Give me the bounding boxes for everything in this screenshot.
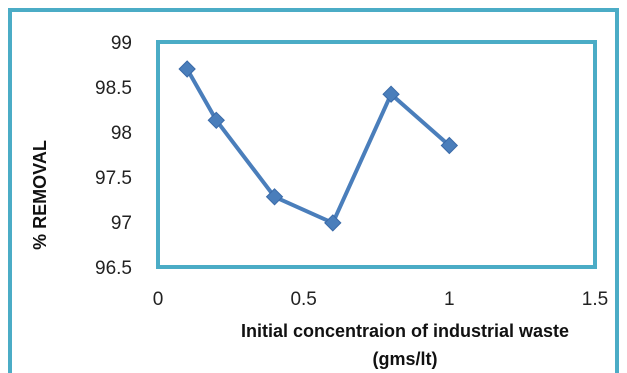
x-tick-label: 1.5 [582,289,608,310]
series-line [185,68,451,225]
x-axis-title-line-1: Initial concentraion of industrial waste [241,321,569,341]
x-tick-label: 1 [444,289,455,310]
x-axis-title-line-2: (gms/lt) [373,349,438,369]
y-axis-title: % REMOVAL [30,140,50,250]
plot-area [156,40,597,269]
outer-frame [8,8,619,373]
x-axis-ticks: 0 0.5 1 1.5 [153,289,609,310]
data-point-marker [265,188,284,206]
data-point-marker [178,60,196,78]
y-tick-label: 98 [111,123,132,144]
y-tick-label: 99 [111,33,132,54]
y-axis-ticks: 96.5 97 97.5 98 98.5 99 [95,33,132,279]
series-group [178,60,459,232]
x-tick-label: 0 [153,289,164,310]
data-point-marker [440,136,459,155]
y-tick-label: 98.5 [95,78,132,99]
x-tick-label: 0.5 [290,289,316,310]
data-point-marker [382,85,400,103]
y-tick-label: 97 [111,213,132,234]
data-point-marker [207,111,225,130]
y-tick-label: 96.5 [95,258,132,279]
data-point-marker [324,214,342,232]
y-tick-label: 97.5 [95,168,132,189]
